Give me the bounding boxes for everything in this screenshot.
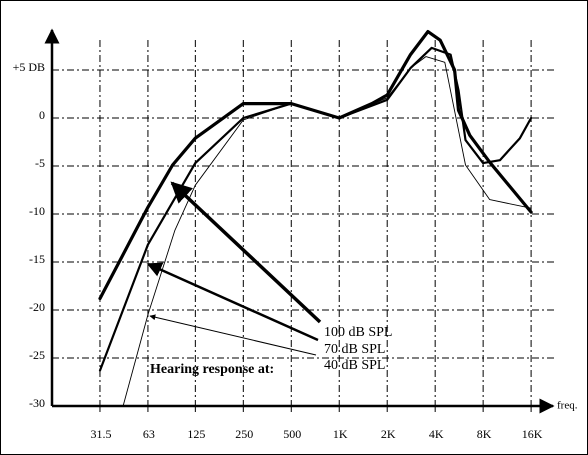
grid xyxy=(52,40,555,412)
y-tick-label: -20 xyxy=(29,300,45,314)
curve xyxy=(98,30,533,301)
curve xyxy=(122,56,532,407)
x-tick-label: 125 xyxy=(187,427,205,441)
x-tick-label: 2K xyxy=(381,427,396,441)
x-tick-label: 4K xyxy=(429,427,444,441)
legend-label: 40 dB SPL xyxy=(324,358,385,373)
x-tick-label: 500 xyxy=(283,427,301,441)
x-tick-label: 16K xyxy=(522,427,543,441)
legend-label: 70 dB SPL xyxy=(324,342,385,357)
y-tick-label: +5 DB xyxy=(13,60,45,74)
pointer-arrow xyxy=(170,181,322,324)
y-tick-label: -15 xyxy=(29,252,45,266)
curves xyxy=(98,30,533,407)
y-tick-label: -25 xyxy=(29,348,45,362)
pointer-arrow xyxy=(146,262,319,342)
x-tick-label: 250 xyxy=(235,427,253,441)
x-tick-label: 63 xyxy=(143,427,155,441)
y-tick-label: -30 xyxy=(29,396,45,410)
y-tick-label: -5 xyxy=(35,156,45,170)
x-tick-label: 8K xyxy=(477,427,492,441)
pointer-arrow xyxy=(149,314,317,356)
curve xyxy=(98,46,533,372)
x-tick-label: 1K xyxy=(333,427,348,441)
x-axis-label: freq. xyxy=(557,400,578,412)
x-tick-label: 31.5 xyxy=(90,427,111,441)
y-tick-label: 0 xyxy=(39,108,45,122)
legend-label: 100 dB SPL xyxy=(324,325,392,340)
legend-title: Hearing response at: xyxy=(150,362,274,377)
y-tick-label: -10 xyxy=(29,204,45,218)
